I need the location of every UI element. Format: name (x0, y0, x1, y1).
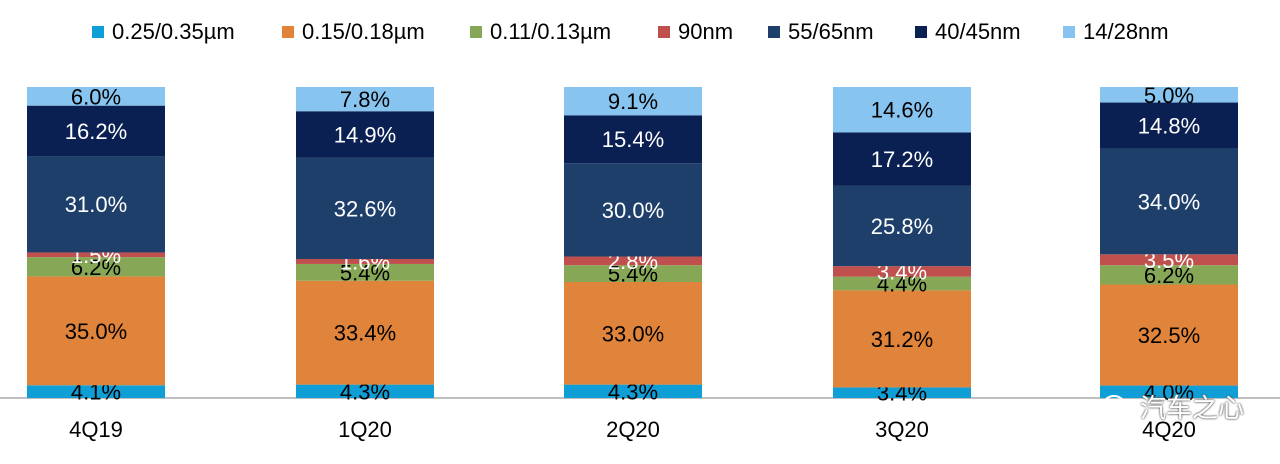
legend-item: 14/28nm (1063, 19, 1169, 45)
bar-segment (27, 252, 165, 258)
bar-segment (564, 256, 702, 266)
data-label: 33.4% (334, 321, 396, 346)
data-label: 31.0% (65, 192, 127, 217)
legend-swatch (1063, 26, 1075, 38)
bar-segment (27, 156, 165, 253)
watermark: 汽车之心 (1102, 388, 1244, 425)
legend-label: 0.25/0.35µm (112, 19, 235, 44)
data-label: 25.8% (871, 214, 933, 239)
bar-segment (833, 276, 971, 291)
data-label: 30.0% (602, 198, 664, 223)
data-label: 14.9% (334, 122, 396, 147)
x-tick-label: 4Q20 (1142, 417, 1196, 442)
data-label: 16.2% (65, 119, 127, 144)
bar-segment (564, 87, 702, 116)
data-label: 6.2% (1144, 263, 1194, 288)
legend-item: 0.25/0.35µm (92, 19, 235, 45)
bar-segment (833, 185, 971, 267)
data-label: 5.0% (1144, 83, 1194, 108)
bar-segment (564, 265, 702, 282)
data-label: 14.6% (871, 98, 933, 123)
watermark-text: 汽车之心 (1139, 393, 1244, 423)
bar-segment (296, 87, 434, 112)
bar-segment (564, 384, 702, 398)
data-label: 6.2% (71, 255, 121, 280)
bar-segment (833, 87, 971, 133)
bar-segment (833, 290, 971, 388)
legend-item: 0.11/0.13µm (470, 19, 611, 45)
x-tick-label: 1Q20 (338, 417, 392, 442)
bar-segment (833, 132, 971, 186)
bar-segment (27, 276, 165, 386)
legend-label: 40/45nm (935, 19, 1021, 44)
data-label: 9.1% (608, 89, 658, 114)
x-tick-label: 3Q20 (875, 417, 929, 442)
bar-segment (27, 257, 165, 277)
legend-label: 0.15/0.18µm (302, 19, 425, 44)
bar-segment (27, 87, 165, 106)
legend-swatch (282, 26, 294, 38)
bar-segment (833, 266, 971, 277)
bar-segment (296, 384, 434, 398)
bar-segment (296, 258, 434, 264)
legend-item: 55/65nm (768, 19, 874, 45)
bar-segment (564, 163, 702, 257)
wechat-icon (1102, 394, 1130, 417)
data-label: 31.2% (871, 327, 933, 352)
legend-label: 90nm (678, 19, 734, 44)
data-label: 14.8% (1138, 114, 1200, 139)
chart-legend: 0.25/0.35µm 0.15/0.18µm 0.11/0.13µm 90nm 55/… (0, 19, 1280, 49)
data-label: 35.0% (65, 319, 127, 344)
bar-segment (1100, 265, 1238, 285)
bar-segment (296, 111, 434, 158)
bar-segment (296, 263, 434, 281)
bar-segment (1100, 284, 1238, 386)
bar-segment (1100, 87, 1238, 103)
legend-item: 0.15/0.18µm (282, 19, 425, 45)
bar-segment (1100, 254, 1238, 266)
bar-segment (564, 281, 702, 385)
legend-label: 14/28nm (1083, 19, 1169, 44)
data-label: 5.4% (340, 260, 390, 285)
legend-item: 90nm (658, 19, 733, 45)
bar-segment (27, 385, 165, 398)
legend-swatch (92, 26, 104, 38)
data-label: 32.5% (1138, 323, 1200, 348)
legend-swatch (658, 26, 670, 38)
bar-segment (564, 115, 702, 164)
bar-segment (296, 157, 434, 259)
bar-segment (27, 105, 165, 157)
data-label: 15.4% (602, 127, 664, 152)
legend-label: 0.11/0.13µm (490, 19, 612, 44)
data-label: 17.2% (871, 147, 933, 172)
x-tick-label: 4Q19 (69, 417, 123, 442)
x-tick-label: 2Q20 (606, 417, 660, 442)
data-label: 33.0% (602, 321, 664, 346)
data-label: 6.0% (71, 84, 121, 109)
legend-item: 40/45nm (915, 19, 1021, 45)
legend-swatch (768, 26, 780, 38)
bar-segment (1100, 102, 1238, 149)
legend-swatch (915, 26, 927, 38)
bar-segment (833, 387, 971, 398)
data-label: 34.0% (1138, 189, 1200, 214)
bar-segment (296, 280, 434, 385)
bar-segment (1100, 148, 1238, 255)
legend-label: 55/65nm (788, 19, 874, 44)
bar-segment (1100, 385, 1238, 398)
data-label: 5.4% (608, 262, 658, 287)
data-label: 7.8% (340, 87, 390, 112)
legend-swatch (470, 26, 482, 38)
data-label: 32.6% (334, 196, 396, 221)
